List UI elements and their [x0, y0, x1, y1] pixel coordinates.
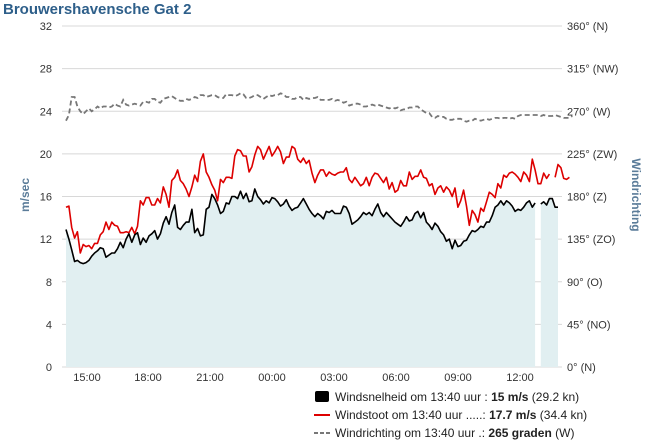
x-tick-label: 00:00	[258, 372, 286, 384]
series-lines-layer	[65, 92, 573, 265]
legend-value: 17.7 m/s	[489, 408, 537, 422]
right-tick-label: 0° (N)	[567, 362, 596, 374]
x-axis-ticks: 15:00 18:00 21:00 00:00 03:00 06:00 09:00 12:00	[73, 372, 534, 384]
left-tick-label: 16	[40, 192, 52, 204]
legend-label: Windrichting om 13:40 uur .:	[335, 426, 488, 440]
speed-area-layer	[66, 189, 558, 367]
left-axis-title: m/sec	[18, 178, 32, 212]
left-tick-label: 20	[40, 149, 52, 161]
right-tick-label: 90° (O)	[567, 277, 603, 289]
right-tick-label: 225° (ZW)	[567, 149, 617, 161]
left-tick-label: 32	[40, 21, 52, 33]
speed-line	[540, 197, 558, 208]
right-tick-label: 270° (W)	[567, 106, 611, 118]
speed-line	[65, 188, 536, 265]
left-tick-label: 24	[40, 106, 52, 118]
x-tick-label: 03:00	[320, 372, 348, 384]
gust-line	[554, 163, 570, 181]
legend: Windsnelheid om 13:40 uur : 15 m/s (29.2…	[314, 390, 587, 440]
legend-swatch-speed	[315, 391, 329, 402]
legend-extra: (W)	[552, 426, 575, 440]
gust-line	[65, 145, 551, 254]
left-tick-label: 8	[46, 277, 52, 289]
legend-item: Windsnelheid om 13:40 uur : 15 m/s (29.2…	[335, 390, 579, 404]
legend-value: 15 m/s	[491, 390, 529, 404]
x-tick-label: 18:00	[134, 372, 162, 384]
legend-item: Windrichting om 13:40 uur .: 265 graden …	[335, 426, 574, 440]
legend-value: 265 graden	[488, 426, 551, 440]
right-tick-label: 180° (Z)	[567, 192, 607, 204]
x-tick-label: 06:00	[382, 372, 410, 384]
direction-line	[65, 92, 573, 123]
legend-item: Windstoot om 13:40 uur .....: 17.7 m/s (…	[335, 408, 587, 422]
left-tick-label: 4	[46, 319, 52, 331]
speed-area	[540, 198, 558, 367]
left-tick-label: 0	[46, 362, 52, 374]
right-tick-label: 315° (NW)	[567, 64, 618, 76]
right-tick-label: 45° (NO)	[567, 319, 611, 331]
x-tick-label: 21:00	[196, 372, 224, 384]
x-tick-label: 09:00	[444, 372, 472, 384]
x-tick-label: 15:00	[73, 372, 101, 384]
legend-label: Windstoot om 13:40 uur .....:	[335, 408, 489, 422]
right-axis-title: Windrichting	[629, 158, 643, 231]
legend-extra: (29.2 kn)	[528, 390, 579, 404]
right-tick-label: 135° (ZO)	[567, 234, 615, 246]
legend-extra: (34.4 kn)	[536, 408, 587, 422]
chart-title: Brouwershavensche Gat 2	[3, 1, 191, 18]
left-tick-label: 28	[40, 64, 52, 76]
right-axis-ticks: 0° (N) 45° (NO) 90° (O) 135° (ZO) 180° (Z) 22…	[567, 21, 618, 374]
x-tick-label: 12:00	[506, 372, 534, 384]
speed-area	[66, 189, 536, 367]
right-tick-label: 360° (N)	[567, 21, 608, 33]
left-axis-ticks: 0 4 8 12 16 20 24 28 32	[40, 21, 52, 374]
legend-label: Windsnelheid om 13:40 uur :	[335, 390, 491, 404]
left-tick-label: 12	[40, 234, 52, 246]
